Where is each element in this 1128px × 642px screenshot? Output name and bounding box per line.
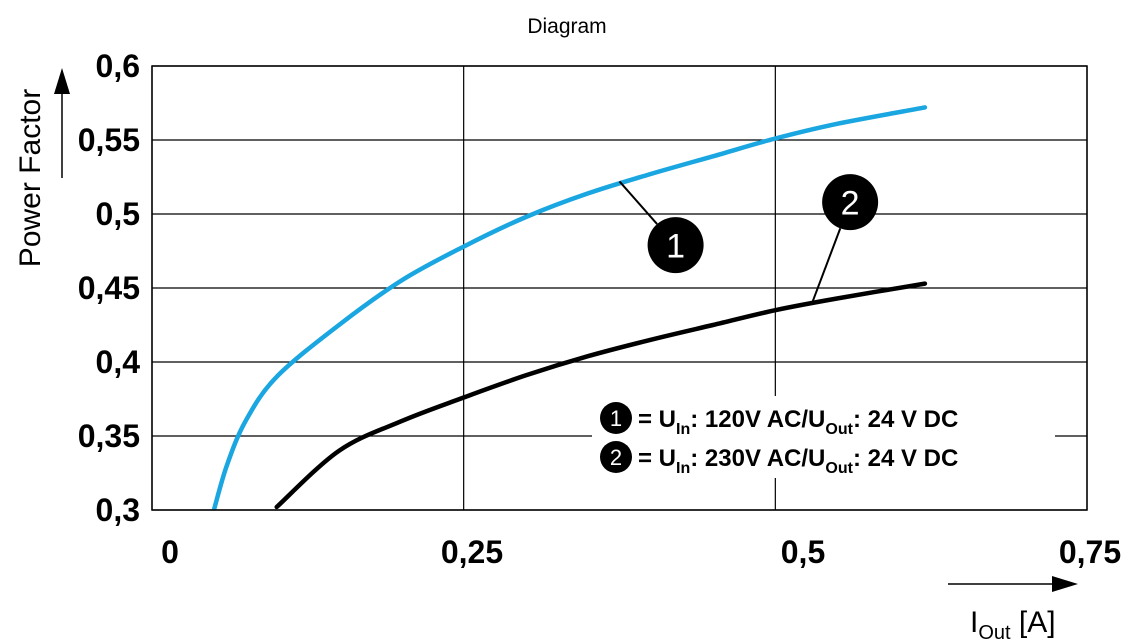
x-tick-label: 0,25 (441, 534, 503, 570)
annotation-badge-2: 2 (822, 174, 879, 231)
legend-text-part: : 24 V DC (853, 445, 958, 472)
annotation-leader-2 (811, 228, 842, 302)
chart-title: Diagram (527, 15, 606, 38)
x-axis-title: IOut [A] (970, 606, 1056, 642)
legend-badge-2: 2 (600, 441, 632, 473)
legend-badge-1: 1 (600, 402, 632, 434)
y-tick-label: 0,3 (96, 492, 140, 528)
x-tick-labels: 0 0,25 0,5 0,75 (161, 534, 1121, 570)
curve-annotations: 12 (618, 174, 879, 302)
x-axis-title-main: I (970, 606, 978, 639)
series-lines (212, 105, 928, 511)
y-tick-label: 0,6 (96, 48, 140, 84)
legend-badge-1-circle (600, 402, 632, 434)
legend-badge-1-label: 1 (610, 406, 622, 431)
legend-entry-2: = UIn: 230V AC/UOut: 24 V DC (638, 445, 958, 477)
legend: 1 = UIn: 120V AC/UOut: 24 V DC2 = UIn: 230… (592, 396, 1055, 478)
y-tick-label: 0,45 (78, 270, 140, 306)
x-axis-arrow-head (1052, 576, 1078, 592)
plot-frame (151, 65, 1088, 511)
y-axis-title: Power Factor (14, 89, 47, 267)
y-tick-label: 0,5 (96, 196, 140, 232)
y-tick-label: 0,4 (96, 344, 141, 380)
x-tick-label: 0 (161, 534, 179, 570)
legend-badge-2-label: 2 (610, 445, 622, 470)
x-tick-label: 0,5 (781, 534, 825, 570)
x-axis-title-sub: Out (978, 622, 1011, 642)
y-axis-arrow-head (54, 68, 70, 94)
x-axis-title-unit: [A] (1011, 606, 1056, 639)
legend-text-part: In (676, 421, 690, 438)
annotation-badge-1: 1 (647, 217, 704, 274)
y-tick-labels: 0,3 0,35 0,4 0,45 0,5 0,55 0,6 (78, 48, 140, 528)
legend-text-part: : 230V AC/U (690, 445, 825, 472)
y-tick-label: 0,35 (78, 418, 140, 454)
legend-text-part: Out (825, 421, 853, 438)
series-line-1 (212, 105, 928, 511)
legend-badge-2-circle (600, 441, 632, 473)
annotation-leader-1 (618, 180, 658, 225)
legend-text-part: : 120V AC/U (690, 406, 825, 433)
x-tick-label: 0,75 (1059, 534, 1121, 570)
annotation-badge-1-circle (647, 217, 704, 274)
legend-background (592, 396, 1055, 478)
legend-text-part: : 24 V DC (853, 406, 958, 433)
y-tick-label: 0,55 (78, 122, 140, 158)
annotation-badge-2-circle (822, 174, 879, 231)
annotation-badge-1-label: 1 (666, 227, 685, 265)
legend-text-part: = U (638, 406, 676, 433)
legend-text-part: Out (825, 460, 853, 477)
legend-text-part: = U (638, 445, 676, 472)
legend-text-part: In (676, 460, 690, 477)
annotation-badge-2-label: 2 (841, 184, 860, 222)
series-line-2 (274, 281, 928, 510)
legend-entry-1: = UIn: 120V AC/UOut: 24 V DC (638, 406, 958, 438)
y-axis-title-group: Power Factor (14, 68, 70, 267)
x-axis-title-group: IOut [A] (948, 576, 1078, 642)
